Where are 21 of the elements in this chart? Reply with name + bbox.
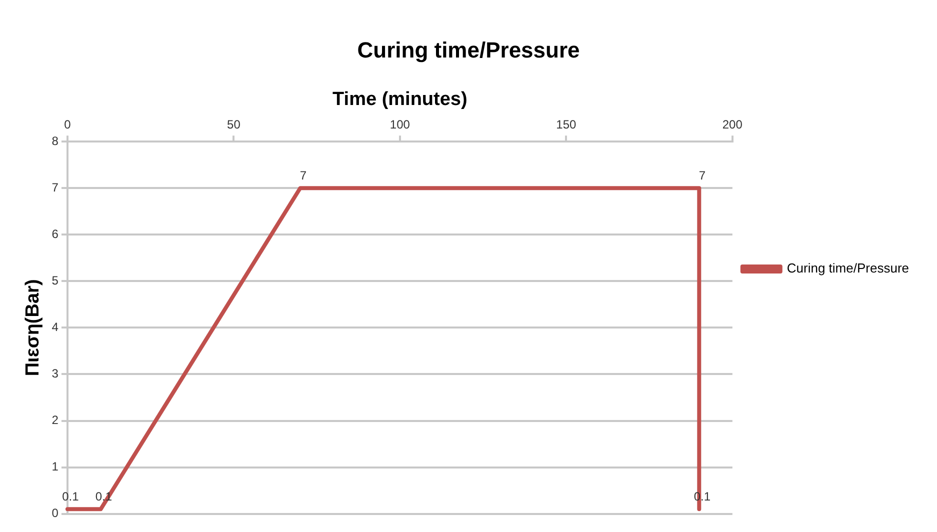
y-tick-label: 5 [52,273,59,288]
data-label: 7 [698,168,706,182]
x-tick-label: 50 [227,118,241,132]
x-tick-label: 200 [722,118,743,132]
x-tick-label: 150 [556,118,577,132]
x-axis-title: Time (minutes) [332,89,468,110]
y-tick-label: 6 [52,226,59,241]
legend-label: Curing time/Pressure [786,260,910,276]
y-tick-label: 4 [52,320,59,334]
data-label: 0.1 [62,489,80,504]
y-tick-label: 8 [52,134,59,148]
x-tick-label: 100 [390,118,410,132]
y-tick-label: 3 [52,366,59,381]
y-tick-label: 1 [52,460,59,474]
y-tick-label: 2 [52,413,59,428]
y-tick-label: 0 [52,506,59,520]
data-label: 7 [300,168,307,182]
x-tick-label: 0 [64,118,72,132]
chart-title: Curing time/Pressure [357,37,580,62]
y-axis-title: Πιεση(Bar) [22,279,44,376]
y-tick-label: 7 [52,180,59,194]
